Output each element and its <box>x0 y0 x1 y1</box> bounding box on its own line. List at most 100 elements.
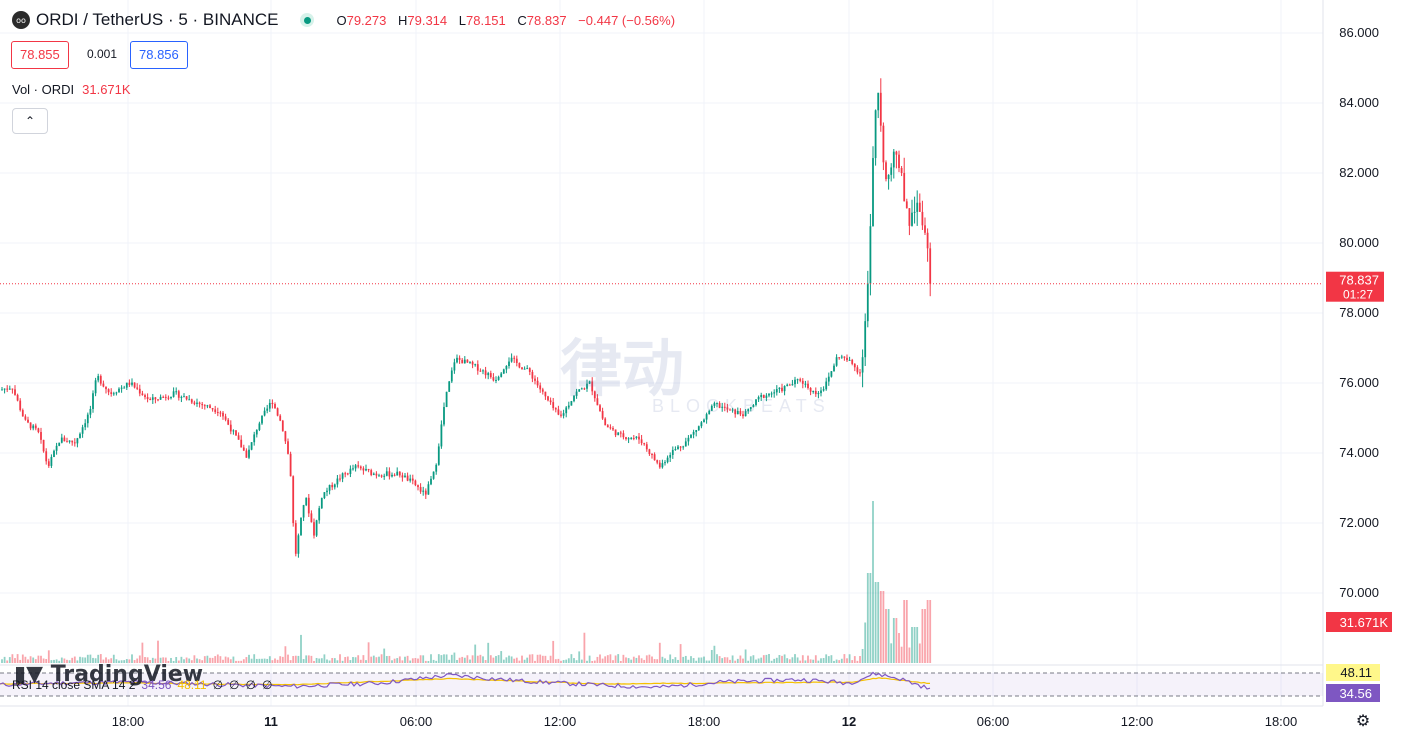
volume-bar <box>133 660 136 663</box>
market-open-dot[interactable] <box>300 13 315 27</box>
sma-legend-value: 48.11 <box>177 678 207 692</box>
candle-body <box>320 498 323 509</box>
volume-bar <box>349 660 352 663</box>
candle-body <box>557 409 560 415</box>
volume-bar <box>918 643 921 663</box>
volume-bar <box>588 655 591 663</box>
volume-bar <box>700 657 703 663</box>
candle-body <box>133 382 136 388</box>
candle-body <box>882 125 885 163</box>
rsi-empty-value: ∅ <box>245 678 256 692</box>
volume-bar <box>378 656 380 663</box>
candle-body <box>474 364 477 366</box>
volume-bar <box>565 659 568 663</box>
volume-bar <box>323 654 326 663</box>
buy-price-button[interactable]: 78.856 <box>130 41 188 69</box>
candle-body <box>911 212 913 226</box>
candle-body <box>599 405 601 412</box>
candle-body <box>157 399 159 401</box>
candle-body <box>445 391 448 407</box>
volume-bar <box>154 658 157 663</box>
volume-bar <box>339 654 341 663</box>
volume-bar <box>614 655 617 663</box>
volume-bar <box>255 658 258 663</box>
candle-body <box>833 365 835 372</box>
candle-body <box>414 480 417 486</box>
volume-bar <box>671 659 674 663</box>
candle-body <box>822 389 825 391</box>
volume-bar <box>768 654 770 663</box>
volume-bar <box>586 660 588 663</box>
candle-body <box>237 435 240 440</box>
volume-bar <box>617 654 620 663</box>
volume-bar <box>53 659 55 663</box>
volume-bar <box>604 656 607 663</box>
symbol-title[interactable]: ORDI / TetherUS · 5 · BINANCE <box>36 10 279 29</box>
candle-body <box>224 416 227 420</box>
candle-body <box>417 485 419 488</box>
collapse-legend-button[interactable]: ⌃ <box>12 108 48 134</box>
volume-bar <box>14 658 16 663</box>
candle-body <box>734 409 737 415</box>
candle-body <box>344 473 347 475</box>
volume-bar <box>570 654 573 663</box>
volume-bar <box>380 654 383 663</box>
candle-body <box>97 376 100 381</box>
volume-bar <box>900 646 903 663</box>
volume-bar <box>125 659 128 663</box>
candle-body <box>255 429 258 435</box>
volume-bar <box>419 655 422 663</box>
volume-bar <box>557 658 560 663</box>
candle-body <box>614 429 617 436</box>
candle-body <box>484 370 487 376</box>
candle-body <box>515 358 518 363</box>
candle-body <box>799 379 802 381</box>
volume-bar <box>833 660 835 663</box>
volume-legend[interactable]: Vol · ORDI 31.671K <box>12 82 131 97</box>
volume-bar <box>820 658 822 663</box>
candle-body <box>458 357 461 360</box>
candle-body <box>276 408 279 416</box>
candle-body <box>170 396 172 399</box>
candle-body <box>419 487 422 492</box>
volume-bar <box>643 659 646 663</box>
volume-bar <box>42 658 45 663</box>
candle-body <box>747 409 750 412</box>
candle-body <box>81 427 84 434</box>
volume-bar <box>300 634 302 663</box>
candle-body <box>448 381 451 392</box>
candle-body <box>827 376 830 382</box>
volume-bar <box>261 658 263 663</box>
candle-body <box>690 434 692 438</box>
volume-bar <box>653 659 656 663</box>
volume-bar <box>401 660 404 663</box>
candle-body <box>240 439 243 448</box>
volume-bar <box>523 659 526 663</box>
candle-body <box>11 388 14 390</box>
volume-bar <box>302 659 305 663</box>
rsi-legend[interactable]: RSI 14 close SMA 14 2 34.56 48.11 ∅ ∅ ∅ ∅ <box>12 678 272 692</box>
volume-bar <box>32 657 35 663</box>
rsi-badge <box>1326 684 1380 702</box>
volume-bar <box>237 660 240 663</box>
candle-body <box>674 449 677 451</box>
volume-bar <box>227 657 230 663</box>
candle-body <box>188 399 191 401</box>
candle-body <box>102 383 105 387</box>
volume-bar <box>162 657 165 663</box>
candle-body <box>729 409 731 411</box>
candle-body <box>76 438 79 444</box>
candle-body <box>716 403 718 405</box>
volume-bar <box>185 657 188 663</box>
volume-bar <box>786 658 789 663</box>
symbol-header[interactable]: oo ORDI / TetherUS · 5 · BINANCE O79.273… <box>12 8 683 32</box>
candle-body <box>19 400 22 411</box>
volume-bar <box>775 657 778 663</box>
volume-bar <box>203 656 206 663</box>
sell-price-button[interactable]: 78.855 <box>11 41 69 69</box>
gear-icon[interactable]: ⚙ <box>1355 713 1371 730</box>
tradingview-logo[interactable]: ▮▼ TradingView <box>14 662 203 687</box>
candle-body <box>300 517 302 536</box>
volume-bar <box>497 655 500 663</box>
